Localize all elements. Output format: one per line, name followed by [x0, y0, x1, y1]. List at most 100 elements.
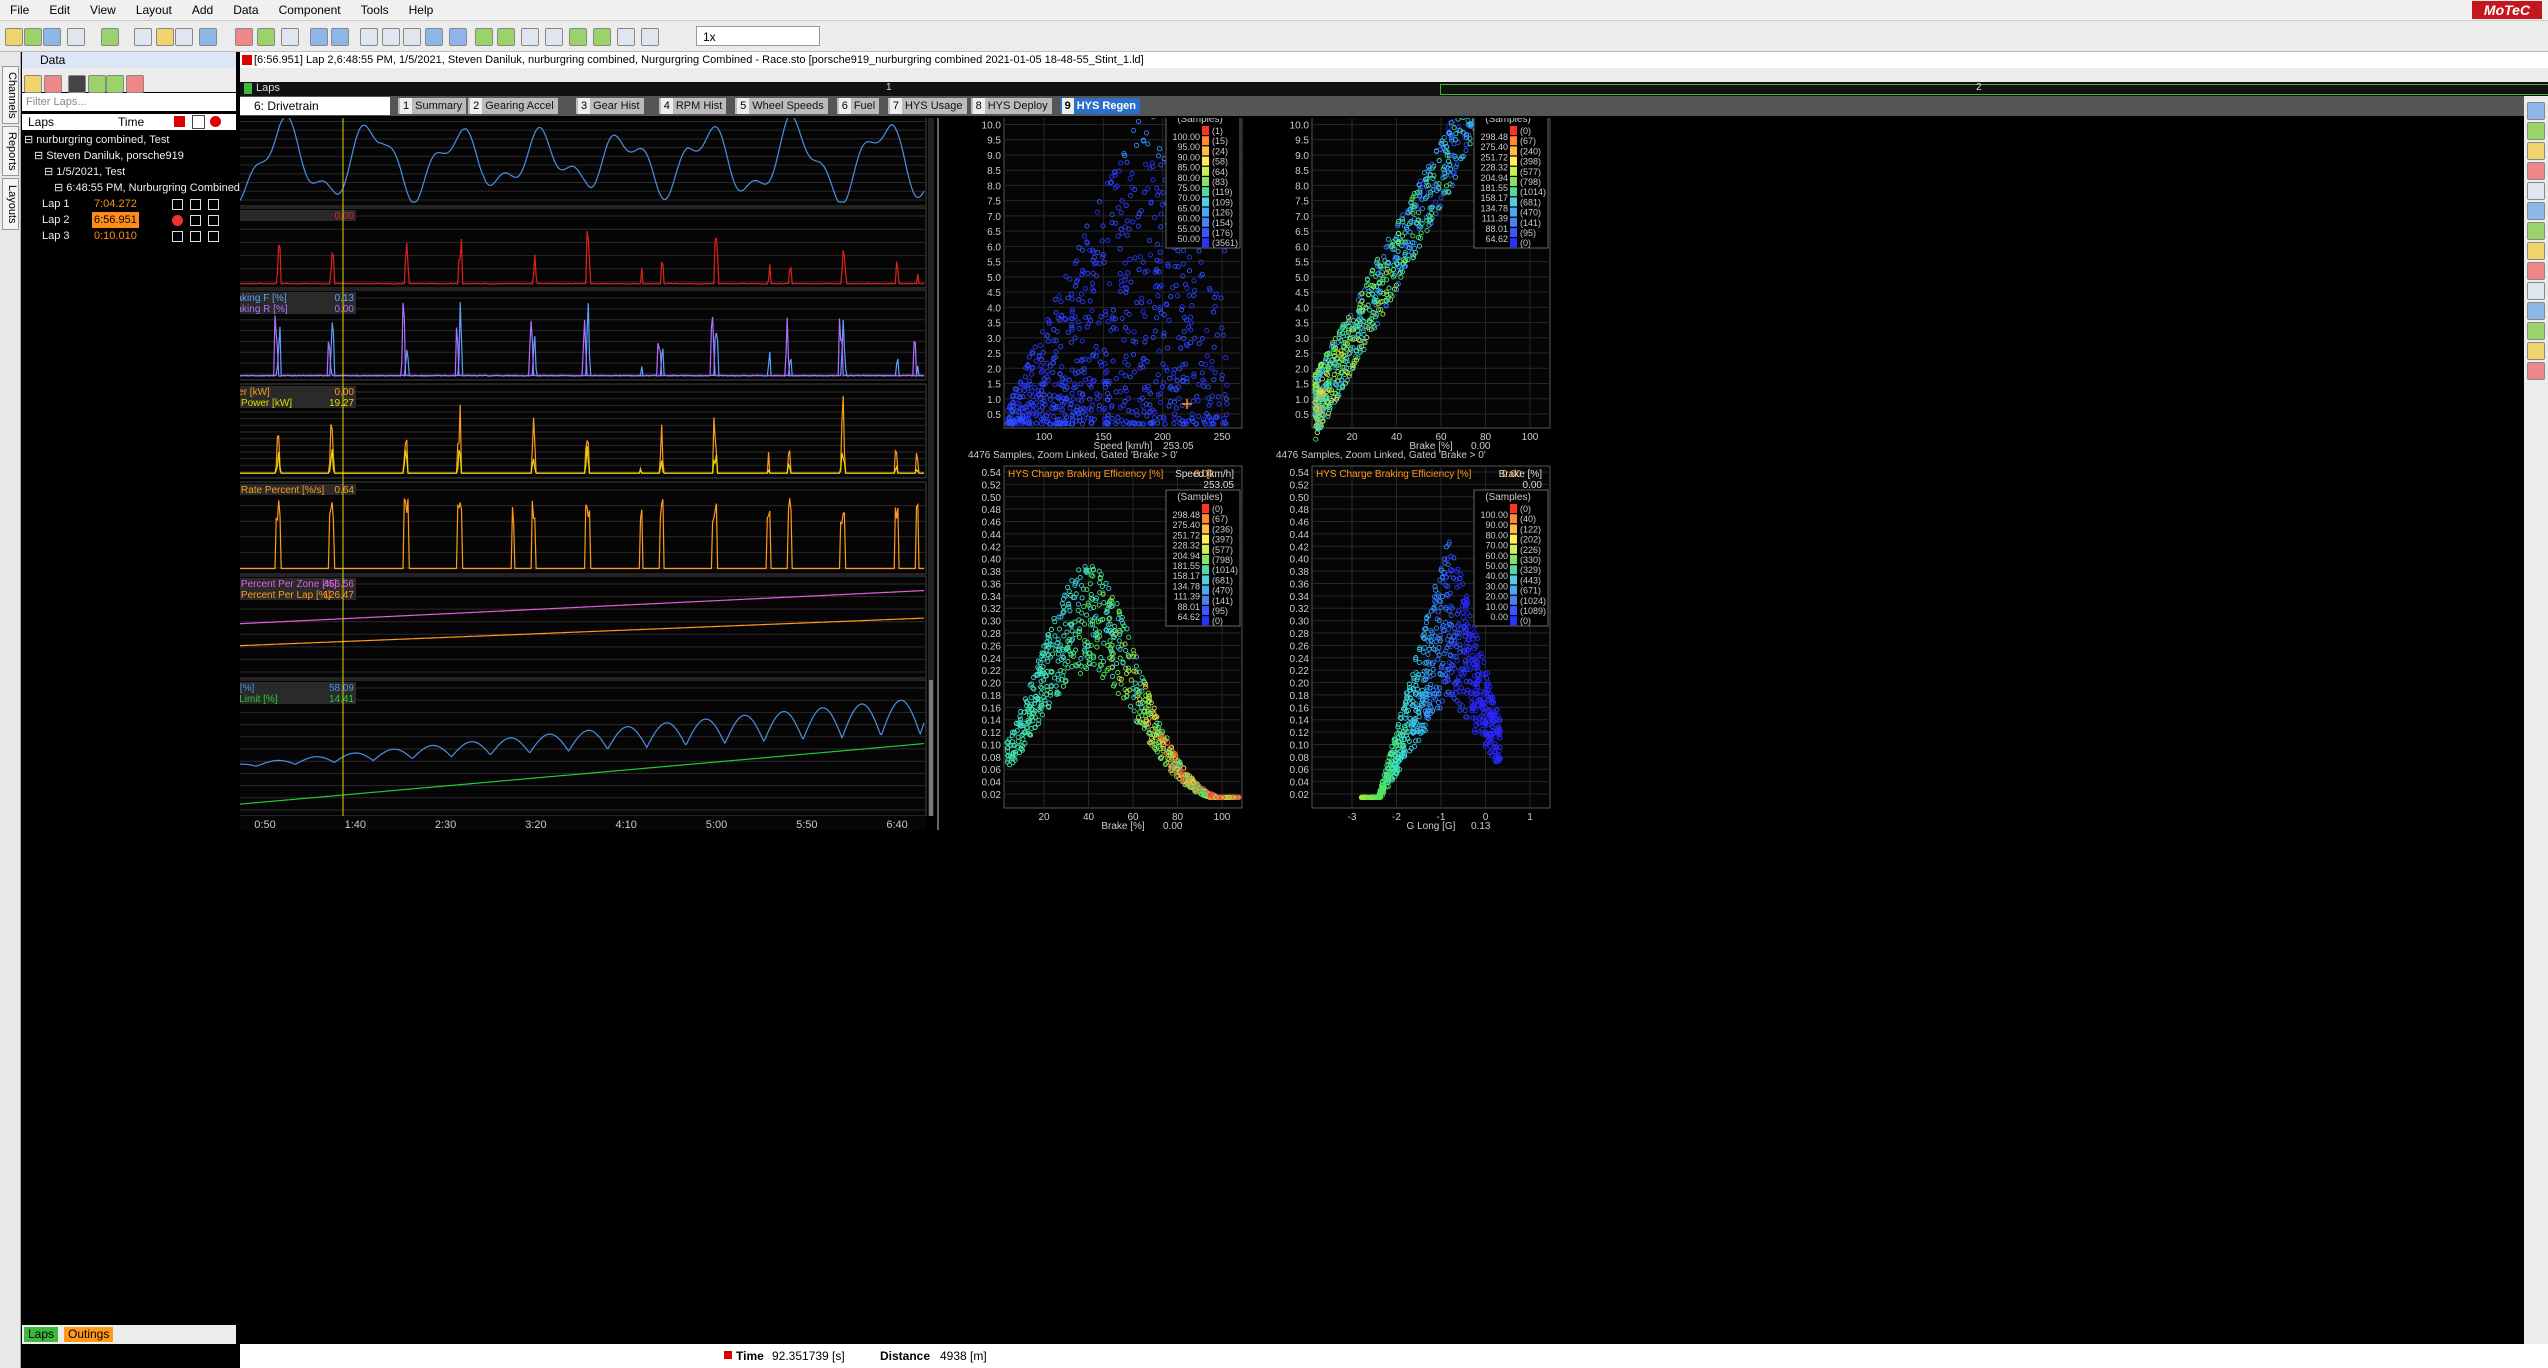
- redo-icon[interactable]: [381, 28, 400, 46]
- tree-node[interactable]: ⊟ 6:48:55 PM, Nurburgring Combined: [54, 180, 240, 196]
- close-log-icon[interactable]: [242, 55, 252, 65]
- time-graph-scroll-thumb[interactable]: [929, 680, 933, 816]
- filter-icon[interactable]: [475, 28, 494, 46]
- worksheet-tab-fuel[interactable]: 6 Fuel: [836, 98, 880, 114]
- time-pane-2[interactable]: 100806040200Brake [%]0.00: [240, 207, 927, 289]
- monitor-icon[interactable]: [68, 75, 86, 93]
- time-graph-scrollbar[interactable]: [928, 118, 934, 816]
- reference-checkbox[interactable]: [190, 231, 201, 242]
- image-icon[interactable]: [280, 28, 299, 46]
- print-icon[interactable]: [67, 28, 86, 46]
- time-pane-4[interactable]: 2400220020001800160014001200100080060040…: [240, 383, 927, 479]
- cursor-icon[interactable]: [448, 28, 467, 46]
- menu-data[interactable]: Data: [233, 3, 259, 17]
- lap-row[interactable]: Lap 1 7:04.272: [42, 196, 236, 212]
- add-icon[interactable]: [100, 28, 119, 46]
- delete-icon[interactable]: [235, 28, 254, 46]
- show-lap-checkbox[interactable]: [172, 215, 183, 226]
- collapse-icon[interactable]: ⊟: [54, 182, 67, 194]
- scatter-plot-1[interactable]: 4481 Samples, Zoom Linked, Gated 'Brake …: [968, 118, 1243, 452]
- menu-component[interactable]: Component: [278, 3, 341, 17]
- side-tool-icon[interactable]: [2527, 262, 2545, 280]
- side-tool-icon[interactable]: [2527, 242, 2545, 260]
- tree-node[interactable]: ⊟ nurburgring combined, Test: [24, 132, 170, 148]
- reference-checkbox[interactable]: [190, 199, 201, 210]
- highlight-checkbox[interactable]: [208, 199, 219, 210]
- measure-icon[interactable]: [424, 28, 443, 46]
- worksheet-tab-hys-deploy[interactable]: 8 HYS Deploy: [970, 98, 1052, 114]
- worksheet-tab-hys-regen[interactable]: 9 HYS Regen: [1059, 98, 1141, 114]
- worksheet-tab-gearing-accel[interactable]: 2 Gearing Accel: [468, 98, 558, 114]
- worksheet-tab-rpm-hist[interactable]: 4 RPM Hist: [658, 98, 727, 114]
- save-icon[interactable]: [24, 28, 42, 46]
- worksheet-tab-wheel-speeds[interactable]: 5 Wheel Speeds: [735, 98, 828, 114]
- bookmark-icon[interactable]: [544, 28, 563, 46]
- open-log-icon[interactable]: [24, 75, 42, 93]
- cut-icon[interactable]: [134, 28, 153, 46]
- worksheet-tab-hys-usage[interactable]: 7 HYS Usage: [887, 98, 967, 114]
- undo-icon[interactable]: [360, 28, 378, 46]
- time-pane-1[interactable]: 30028026024022020018016014012010080Speed…: [240, 118, 927, 207]
- menu-layout[interactable]: Layout: [135, 3, 172, 17]
- side-tool-icon[interactable]: [2527, 222, 2545, 240]
- table-icon[interactable]: [199, 28, 218, 46]
- ref-lap-icon[interactable]: [192, 115, 205, 129]
- export-icon[interactable]: [43, 28, 62, 46]
- lap-range-indicator[interactable]: [1440, 84, 2548, 95]
- loop-icon[interactable]: [640, 28, 659, 46]
- paste-icon[interactable]: [175, 28, 194, 46]
- menu-help[interactable]: Help: [408, 3, 434, 17]
- side-tab-reports[interactable]: Reports: [2, 126, 19, 176]
- highlight-lap-icon[interactable]: [210, 116, 221, 127]
- time-pane-7[interactable]: 1009080706050403020100HYS Battery [%]58.…: [240, 679, 927, 817]
- tab-outings[interactable]: Outings: [64, 1327, 114, 1342]
- side-tab-layouts[interactable]: Layouts: [2, 178, 19, 230]
- collapse-icon[interactable]: ⊟: [24, 134, 37, 146]
- side-tab-channels[interactable]: Channels: [2, 66, 19, 124]
- lap-row[interactable]: Lap 2 6:56.951: [42, 212, 236, 228]
- time-pane-6[interactable]: 7006005004003002001000HYS Charge Percent…: [240, 575, 927, 679]
- worksheet-tab-gear-hist[interactable]: 3 Gear Hist: [576, 98, 644, 114]
- scatter-plot-3[interactable]: 4476 Samples, Zoom Linked, Gated 'Brake …: [968, 450, 1243, 832]
- menu-add[interactable]: Add: [191, 3, 214, 17]
- play-icon[interactable]: [568, 28, 587, 46]
- side-tool-icon[interactable]: [2527, 202, 2545, 220]
- collapse-icon[interactable]: ⊟: [44, 166, 57, 178]
- filter-add-icon[interactable]: [106, 75, 124, 93]
- show-lap-checkbox[interactable]: [172, 231, 183, 242]
- side-tool-icon[interactable]: [2527, 142, 2545, 160]
- side-tool-icon[interactable]: [2527, 282, 2545, 300]
- close-log-icon[interactable]: [44, 75, 62, 93]
- pause-icon[interactable]: [592, 28, 611, 46]
- worksheet-dropdown[interactable]: 6: Drivetrain: [240, 97, 390, 115]
- window-icon[interactable]: [309, 28, 328, 46]
- filter-laps-input[interactable]: Filter Laps...: [22, 93, 236, 111]
- laps-column-header[interactable]: Laps: [28, 115, 55, 129]
- lap-row[interactable]: Lap 3 0:10.010: [42, 228, 236, 244]
- side-tool-icon[interactable]: [2527, 122, 2545, 140]
- menu-edit[interactable]: Edit: [49, 3, 71, 17]
- menu-file[interactable]: File: [10, 3, 30, 17]
- filter-add-icon[interactable]: [496, 28, 515, 46]
- time-column-header[interactable]: Time: [118, 115, 145, 129]
- side-tool-icon[interactable]: [2527, 322, 2545, 340]
- open-icon[interactable]: [4, 28, 23, 46]
- show-lap-checkbox[interactable]: [172, 199, 183, 210]
- layout-icon[interactable]: [331, 28, 350, 46]
- side-tool-icon[interactable]: [2527, 342, 2545, 360]
- menu-view[interactable]: View: [90, 3, 116, 17]
- zoom-icon[interactable]: [403, 28, 422, 46]
- side-tool-icon[interactable]: [2527, 102, 2545, 120]
- highlight-checkbox[interactable]: [208, 215, 219, 226]
- copy-icon[interactable]: [156, 28, 174, 46]
- grid-icon[interactable]: [256, 28, 275, 46]
- clear-laps-icon[interactable]: [174, 116, 185, 127]
- side-tool-icon[interactable]: [2527, 302, 2545, 320]
- playback-speed-select[interactable]: 1x: [696, 26, 820, 46]
- side-tool-icon[interactable]: [2527, 362, 2545, 380]
- time-pane-3[interactable]: 161412108642Slip Long Braking F [%]0.13S…: [240, 289, 927, 381]
- tree-node[interactable]: ⊟ 1/5/2021, Test: [44, 164, 126, 180]
- menu-tools[interactable]: Tools: [360, 3, 389, 17]
- side-tool-icon[interactable]: [2527, 162, 2545, 180]
- tab-laps[interactable]: Laps: [24, 1327, 59, 1342]
